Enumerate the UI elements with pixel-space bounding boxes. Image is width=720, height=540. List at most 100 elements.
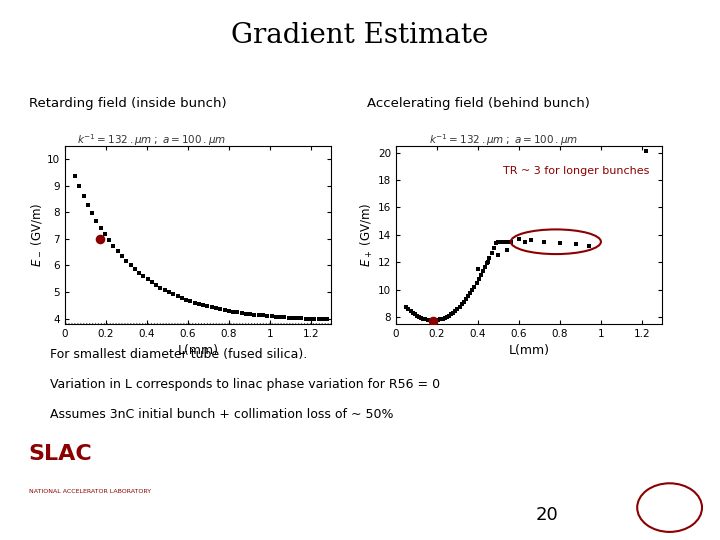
Point xyxy=(142,275,153,284)
Point xyxy=(405,306,416,315)
Text: NATIONAL ACCELERATOR LABORATORY: NATIONAL ACCELERATOR LABORATORY xyxy=(29,489,151,494)
Point xyxy=(433,316,444,325)
Point xyxy=(202,302,213,310)
Point xyxy=(427,316,438,325)
Point xyxy=(420,315,431,324)
Point xyxy=(498,238,510,246)
Text: SLAC: SLAC xyxy=(29,444,93,464)
Point xyxy=(228,307,239,316)
Text: For smallest diameter tube (fused silica).: For smallest diameter tube (fused silica… xyxy=(50,348,307,361)
Point xyxy=(116,252,127,261)
Point xyxy=(197,301,209,309)
Point xyxy=(426,316,438,325)
Point xyxy=(312,315,324,323)
X-axis label: L(mm): L(mm) xyxy=(178,345,218,357)
Point xyxy=(484,254,495,262)
Point xyxy=(492,238,504,246)
Point xyxy=(422,316,433,325)
Point xyxy=(437,314,449,323)
Point xyxy=(570,240,582,249)
Point xyxy=(454,302,465,311)
Point xyxy=(415,314,427,322)
Point xyxy=(583,241,595,250)
Point xyxy=(490,239,502,247)
Point xyxy=(210,304,222,313)
Point xyxy=(482,258,493,267)
Point xyxy=(184,297,196,306)
Point xyxy=(94,234,105,243)
Point xyxy=(91,216,102,225)
Point xyxy=(464,289,476,298)
Point xyxy=(445,310,456,319)
Point xyxy=(443,311,454,320)
Point xyxy=(409,310,420,319)
Point xyxy=(257,311,269,320)
Text: Retarding field (inside bunch): Retarding field (inside bunch) xyxy=(29,97,226,110)
Point xyxy=(240,309,252,318)
Text: Variation in L corresponds to linac phase variation for R56 = 0: Variation in L corresponds to linac phas… xyxy=(50,378,441,391)
Point xyxy=(138,272,149,280)
X-axis label: L(mm): L(mm) xyxy=(509,345,549,357)
Point xyxy=(501,246,513,254)
Point xyxy=(146,278,158,287)
Point xyxy=(223,307,235,315)
Point xyxy=(640,147,652,156)
Point xyxy=(155,284,166,292)
Point xyxy=(513,235,525,244)
Point xyxy=(411,311,423,320)
Point xyxy=(503,238,514,246)
Point xyxy=(296,314,307,322)
Point xyxy=(538,238,549,246)
Point xyxy=(261,312,273,320)
Point xyxy=(120,256,132,265)
Point xyxy=(69,172,81,180)
Point xyxy=(245,310,256,319)
Point xyxy=(270,312,282,321)
Point xyxy=(472,265,484,273)
Point xyxy=(78,192,89,200)
Point xyxy=(159,286,171,294)
Text: 20: 20 xyxy=(536,506,559,524)
Point xyxy=(193,300,204,308)
Point xyxy=(274,313,286,321)
Point xyxy=(497,238,508,246)
Point xyxy=(321,315,333,323)
Point xyxy=(168,290,179,299)
Text: Gradient Estimate: Gradient Estimate xyxy=(231,22,489,49)
Point xyxy=(469,282,480,291)
Point xyxy=(467,286,478,294)
Point xyxy=(232,308,243,316)
Point xyxy=(505,238,516,246)
Point xyxy=(189,298,200,307)
Point xyxy=(495,238,506,246)
Point xyxy=(492,251,504,260)
Point xyxy=(309,315,320,323)
Point xyxy=(451,305,463,313)
Y-axis label: $E_-\ \mathrm{(GV/m)}$: $E_-\ \mathrm{(GV/m)}$ xyxy=(29,202,44,267)
Point xyxy=(471,279,482,287)
Text: Assumes 3nC initial bunch + collimation loss of ~ 50%: Assumes 3nC initial bunch + collimation … xyxy=(50,408,394,421)
Point xyxy=(456,300,467,309)
Point xyxy=(475,271,487,280)
Point xyxy=(283,313,294,322)
Point xyxy=(435,315,446,324)
Point xyxy=(125,261,136,269)
Point xyxy=(462,292,474,301)
Point xyxy=(99,230,111,239)
Text: $k^{-1}=132\,.\mu m\;;\;a=100\,.\mu m$: $k^{-1}=132\,.\mu m\;;\;a=100\,.\mu m$ xyxy=(76,132,226,148)
Point xyxy=(236,308,248,317)
Point xyxy=(402,305,414,313)
Point xyxy=(413,313,425,321)
Point xyxy=(428,316,440,325)
Point xyxy=(133,268,145,277)
Point xyxy=(460,295,472,303)
Point xyxy=(300,314,312,323)
Point xyxy=(163,288,175,296)
Point xyxy=(488,244,500,253)
Point xyxy=(73,182,85,191)
Point xyxy=(447,308,459,317)
Point xyxy=(112,247,124,256)
Point xyxy=(206,303,217,312)
Text: Accelerating field (behind bunch): Accelerating field (behind bunch) xyxy=(367,97,590,110)
Point xyxy=(418,314,429,323)
